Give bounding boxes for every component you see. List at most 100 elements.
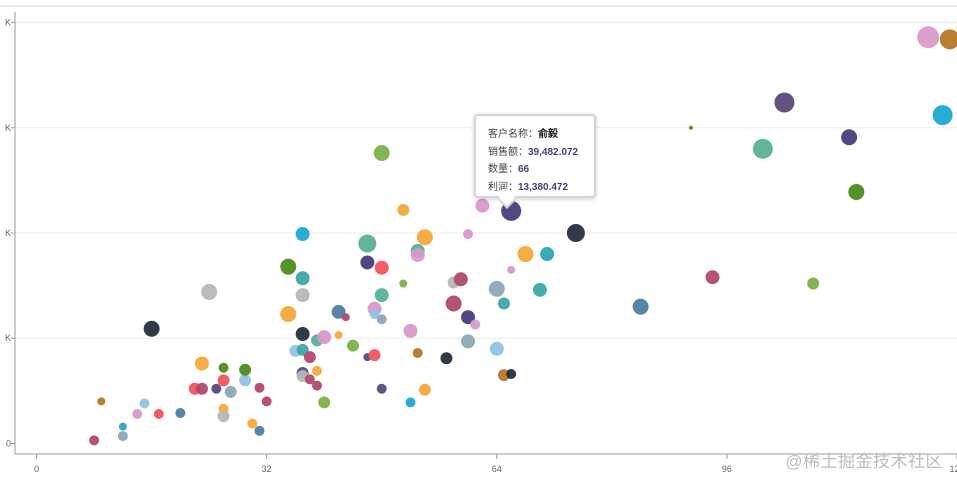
scatter-point [376,383,387,394]
scatter-point [239,363,252,376]
tooltip-profit-label: 利润： [488,181,518,193]
scatter-point [373,145,390,162]
scatter-point [334,331,343,340]
scatter-point [217,374,230,387]
point-layer [89,26,957,446]
scatter-point [774,92,795,113]
scatter-point [143,320,160,337]
scatter-point [280,258,297,275]
scatter-point [453,272,468,287]
tooltip-quantity-label: 数量： [488,164,518,175]
scatter-point [403,323,418,338]
scatter-point [331,304,346,319]
scatter-point [346,339,359,352]
scatter-point [475,198,490,213]
scatter-point [360,255,375,270]
y-tick-label: 0 [6,438,11,448]
y-tick-label: K [5,333,11,343]
scatter-point [807,277,820,290]
scatter-point [632,298,649,315]
scatter-point [470,319,481,330]
scatter-point [218,362,229,373]
scatter-point [261,396,272,407]
scatter-point [445,295,462,312]
scatter-point [399,279,408,288]
x-tick-label: 0 [34,464,39,474]
scatter-point [312,365,323,376]
scatter-point [175,407,186,418]
tooltip-sales-value: 39,482.072 [528,146,579,158]
scatter-point [412,347,423,358]
axis-layer [0,5,957,455]
scatter-point [318,396,331,409]
scatter-point [688,125,693,130]
scatter-point [376,314,387,325]
scatter-point [211,383,222,394]
scatter-point [239,374,252,387]
scatter-point [461,310,476,325]
scatter-point [397,203,410,216]
scatter-point [461,334,476,349]
tooltip: 客户名称：俞毅 销售额：39,482.072 数量：66 利润：13,380.4… [474,114,596,198]
scatter-point [497,297,510,310]
tick-layer: K K K K 0 0 32 64 96 128 [5,18,957,474]
tooltip-sales-row: 销售额：39,482.072 [488,144,594,162]
x-tick-label: 32 [262,464,272,474]
grid-layer [15,22,957,339]
scatter-point [932,105,953,126]
scatter-point [195,382,208,395]
scatter-point [201,283,218,300]
scatter-point [303,351,316,364]
scatter-point [517,246,534,263]
scatter-point [304,374,315,385]
scatter-point [848,183,865,200]
scatter-point [369,309,380,320]
scatter-point [224,385,237,398]
scatter-point [254,425,265,436]
scatter-point [939,29,957,50]
scatter-point [410,248,425,263]
scatter-point [752,138,773,159]
tooltip-quantity-value: 66 [518,164,530,175]
scatter-point [405,397,416,408]
scatter-point [312,380,323,391]
scatter-point [295,227,310,242]
scatter-point [117,431,128,442]
scatter-point [917,26,940,49]
scatter-point [132,409,143,420]
scatter-point [705,270,720,285]
scatter-point [488,280,505,297]
scatter-point [317,330,332,345]
scatter-point [532,282,547,297]
x-tick-label: 96 [722,464,732,474]
scatter-point [295,327,310,342]
scatter-point [540,247,555,262]
scatter-point [374,260,389,275]
scatter-point [118,422,127,431]
scatter-point [139,398,150,409]
scatter-point [280,306,297,323]
tooltip-quantity-row: 数量：66 [488,161,594,179]
scatter-point [254,382,265,393]
tooltip-sales-label: 销售额： [488,146,528,158]
scatter-point [295,271,310,286]
scatter-point [341,313,350,322]
watermark: @稀土掘金技术社区 [785,452,943,471]
x-tick-label: 128 [949,464,957,474]
scatter-point [296,343,309,356]
y-tick-label: K [5,123,11,133]
scatter-point [440,352,453,365]
tooltip-customer-row: 客户名称：俞毅 [488,126,594,144]
scatter-point [97,397,106,406]
scatter-point [89,435,100,446]
scatter-point [506,369,517,380]
tooltip-profit-row: 利润：13,380.472 [488,179,594,197]
scatter-point [194,356,209,371]
tooltip-customer-label: 客户名称： [488,129,538,140]
scatter-point [418,383,431,396]
scatter-point [153,409,164,420]
y-tick-label: K [5,18,11,28]
scatter-point [507,265,516,274]
